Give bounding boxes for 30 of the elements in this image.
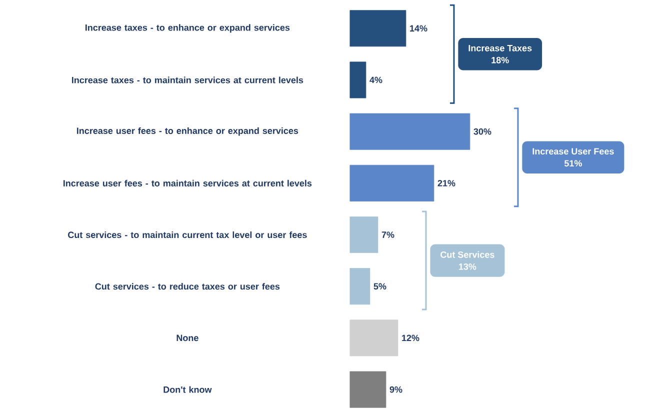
bar	[350, 164, 434, 202]
bar	[350, 371, 386, 408]
bar	[350, 319, 398, 356]
bar	[350, 113, 470, 150]
data-label: 7%	[382, 231, 394, 238]
data-label: 14%	[410, 25, 428, 32]
y-tick-label: Cut services - to maintain current tax level or user fees	[68, 231, 307, 238]
y-tick-label: None	[176, 334, 198, 341]
y-tick-label: Increase taxes - to enhance or expand services	[85, 24, 290, 32]
data-label: 12%	[402, 334, 420, 341]
annotation: Cut Services	[440, 251, 494, 258]
bar	[350, 62, 366, 98]
annotation: 13%	[458, 263, 476, 270]
data-label: 21%	[438, 180, 456, 186]
y-tick-label: Increase user fees - to maintain services at current levels	[63, 180, 312, 186]
text: 51%	[564, 160, 582, 166]
y-tick-label: Increase taxes - to maintain services at current levels	[72, 76, 304, 84]
y-tick-label: Don't know	[164, 386, 212, 393]
data-label: 9%	[390, 386, 402, 393]
bar	[350, 268, 370, 304]
data-label: 30%	[474, 128, 492, 135]
text: 18%	[492, 56, 509, 64]
y-tick-label: Cut services - to reduce taxes or user fees	[95, 282, 280, 290]
bar	[350, 10, 406, 46]
bar	[350, 216, 378, 253]
annotation: Increase Taxes	[468, 44, 532, 52]
data-label: 4%	[370, 76, 382, 83]
y-tick-label: Increase user fees - to enhance or expand services	[76, 127, 298, 136]
text: Increase User Fees	[532, 148, 614, 154]
data-label: 5%	[374, 282, 386, 290]
